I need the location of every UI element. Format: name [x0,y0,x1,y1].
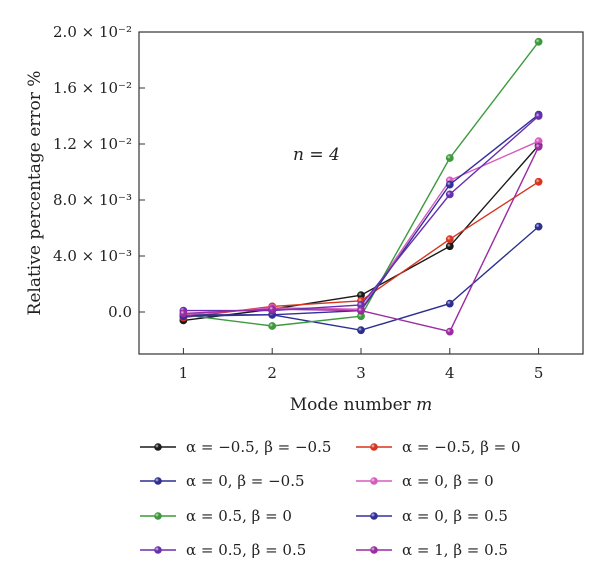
legend-label: α = −0.5, β = −0.5 [186,438,331,456]
x-tick-label: 4 [445,364,455,382]
data-point-shine [446,328,454,335]
x-tick-label: 3 [356,364,366,382]
data-point-shine [446,300,454,307]
series-4 [179,137,543,319]
legend-item: α = 0, β = −0.5 [140,472,305,490]
legend-label: α = −0.5, β = 0 [402,438,521,456]
series-line [183,140,539,316]
data-point-shine [535,137,542,145]
legend-item: α = 0.5, β = 0 [140,507,292,525]
x-axis-title: Mode number m [290,395,433,415]
data-point-shine [357,326,365,334]
y-axis-ticks: 0.0 4.0 × 10⁻³ 8.0 × 10⁻³ 1.2 × 10⁻² 1.6 × 1… [53,23,145,321]
data-point-shine [446,242,454,250]
series-line [183,41,540,327]
series-5 [179,37,543,330]
legend-swatch-shine [370,512,378,520]
legend-swatch-shine [154,546,162,554]
series-1 [179,141,543,325]
data-point-shine [357,291,365,299]
series-2 [179,177,543,322]
data-point-shine [535,178,542,186]
legend-item: α = 0, β = 0.5 [356,507,508,525]
data-point-shine [357,301,365,309]
x-tick-label: 1 [179,364,189,382]
legend-item: α = 1, β = 0.5 [356,541,508,559]
data-point-shine [268,305,276,313]
legend-label: α = 1, β = 0.5 [402,541,508,559]
data-point-shine [180,310,187,317]
data-point-shine [446,154,454,162]
legend: α = −0.5, β = −0.5 α = −0.5, β = 0 α = 0, … [140,438,521,559]
legend-item: α = −0.5, β = −0.5 [140,438,331,456]
legend-label: α = 0, β = 0 [402,472,494,490]
y-tick-label: 2.0 × 10⁻² [53,23,132,41]
y-axis-title: Relative percentage error % [25,71,45,316]
annotation-n: n = 4 [293,145,340,165]
x-axis-ticks: 1 2 3 4 5 [179,348,544,382]
legend-swatch-shine [154,512,162,520]
data-point-shine [357,312,365,320]
series-line [183,114,540,317]
data-point-shine [446,181,454,189]
legend-item: α = 0.5, β = 0.5 [140,541,306,559]
data-point-shine [268,322,276,330]
x-tick-label: 5 [534,364,544,382]
legend-label: α = 0.5, β = 0.5 [186,541,306,559]
series-line [183,115,540,312]
x-tick-label: 2 [267,364,277,382]
y-tick-label: 8.0 × 10⁻³ [53,191,132,209]
data-point-shine [535,112,542,120]
y-tick-label: 1.2 × 10⁻² [53,135,132,153]
data-point-shine [535,223,542,231]
data-point-shine [446,235,454,243]
y-tick-label: 1.6 × 10⁻² [53,79,132,97]
series-layer [179,37,543,336]
legend-label: α = 0, β = −0.5 [186,472,305,490]
legend-swatch-shine [370,546,378,554]
legend-item: α = 0, β = 0 [356,472,494,490]
y-tick-label: 0.0 [108,303,132,321]
y-tick-label: 4.0 × 10⁻³ [53,247,132,265]
data-point-shine [535,38,542,46]
legend-swatch-shine [370,443,378,451]
legend-swatch-shine [154,477,162,485]
data-point-shine [446,191,454,198]
series-7 [179,112,543,315]
legend-swatch-shine [370,477,378,485]
legend-label: α = 0, β = 0.5 [402,507,508,525]
data-point-shine [357,307,365,314]
series-8 [179,142,543,336]
legend-swatch-shine [154,443,162,451]
data-point-shine [535,143,542,151]
legend-item: α = −0.5, β = 0 [356,438,521,456]
legend-label: α = 0.5, β = 0 [186,507,292,525]
